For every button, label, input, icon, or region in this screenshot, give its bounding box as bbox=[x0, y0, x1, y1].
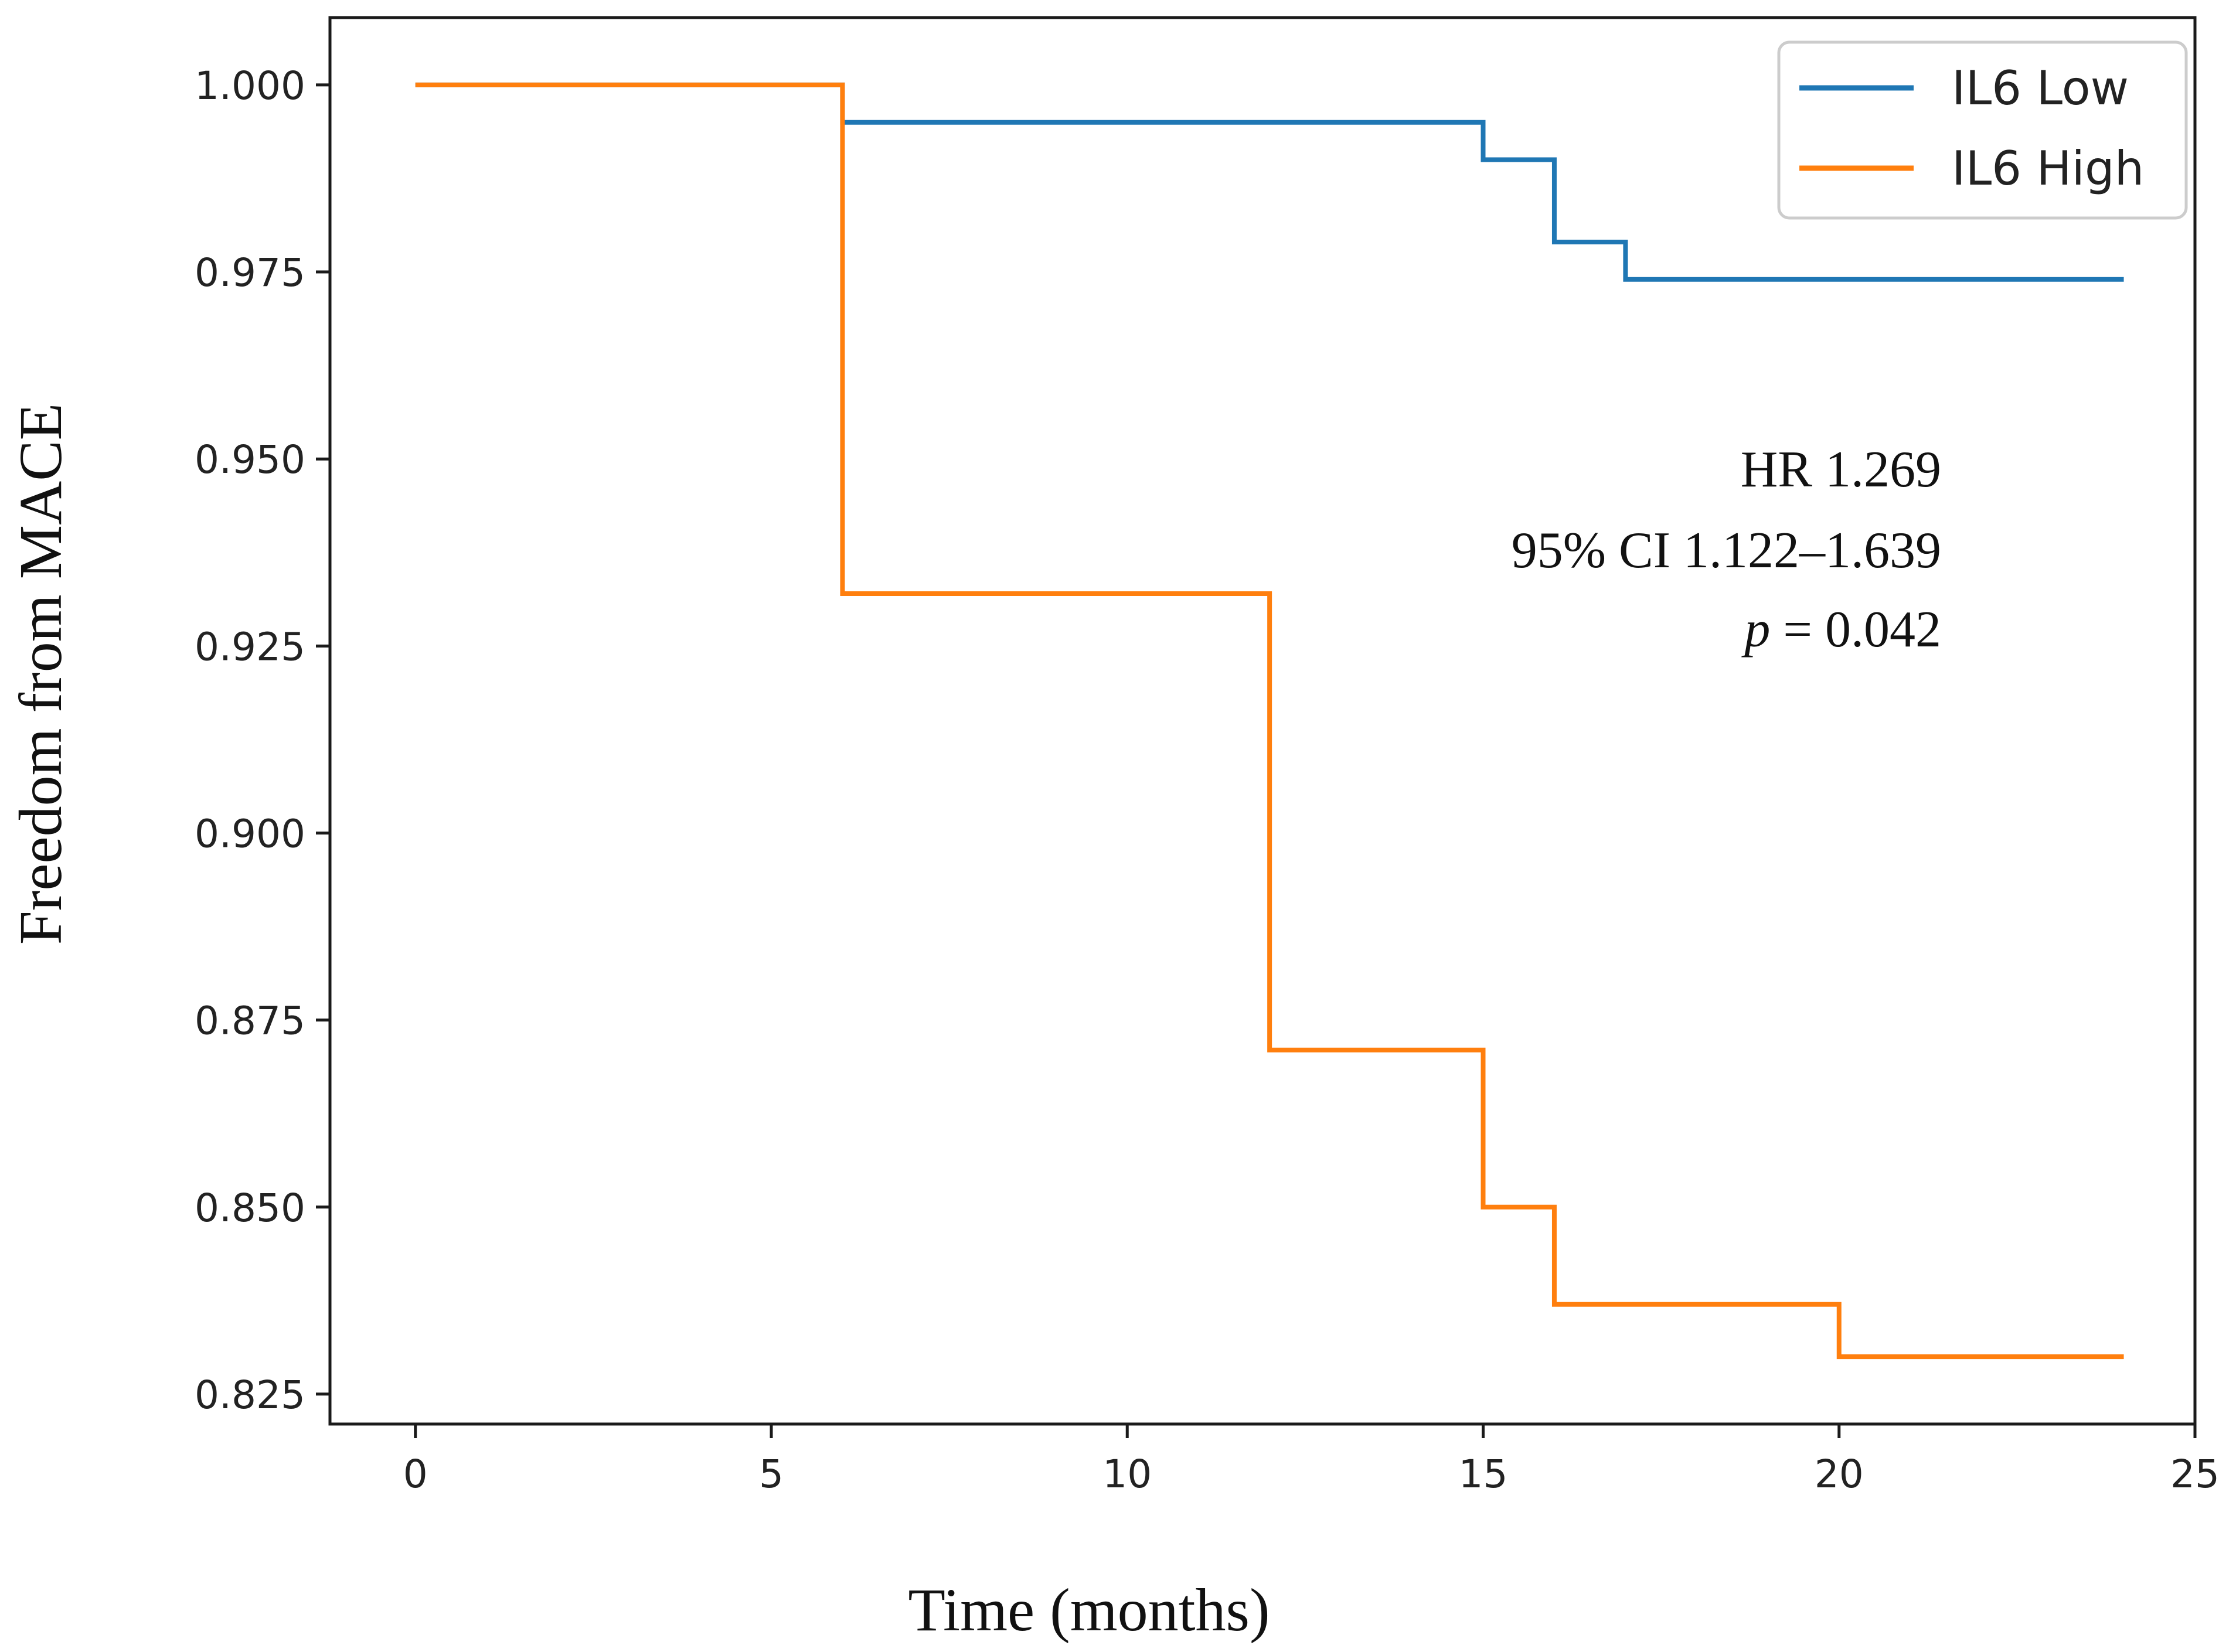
annotation-hr: HR 1.269 bbox=[1741, 441, 1941, 498]
y-tick-label: 0.825 bbox=[195, 1372, 305, 1418]
y-axis-title: Freedom from MACE bbox=[7, 403, 74, 945]
y-tick-label: 0.850 bbox=[195, 1186, 305, 1231]
plot-area bbox=[328, 16, 2197, 1426]
x-tick-label: 25 bbox=[2170, 1452, 2220, 1497]
x-tick-label: 0 bbox=[403, 1452, 428, 1497]
y-tick-label: 0.950 bbox=[195, 437, 305, 482]
legend-label-il6-high: IL6 High bbox=[1952, 141, 2144, 196]
y-tick-label: 0.900 bbox=[195, 811, 305, 856]
x-tick-label: 20 bbox=[1815, 1452, 1864, 1497]
series-line-il6-high bbox=[415, 82, 2124, 1360]
legend: IL6 Low IL6 High bbox=[1777, 40, 2188, 220]
annotation-p: p = 0.042 bbox=[1741, 601, 1941, 658]
p-symbol: p bbox=[1741, 601, 1770, 658]
x-tick-label: 15 bbox=[1459, 1452, 1508, 1497]
p-value: = 0.042 bbox=[1770, 601, 1941, 658]
y-tick-label: 0.875 bbox=[195, 999, 305, 1044]
x-tick-label: 5 bbox=[759, 1452, 784, 1497]
y-tick-label: 0.925 bbox=[195, 624, 305, 669]
y-tick-label: 0.975 bbox=[195, 250, 305, 295]
legend-label-il6-low: IL6 Low bbox=[1952, 61, 2129, 115]
annotation-ci: 95% CI 1.122–1.639 bbox=[1512, 522, 1941, 579]
x-tick-label: 10 bbox=[1102, 1452, 1152, 1497]
y-tick-label: 1.000 bbox=[195, 63, 305, 108]
x-axis-title: Time (months) bbox=[908, 1576, 1270, 1644]
